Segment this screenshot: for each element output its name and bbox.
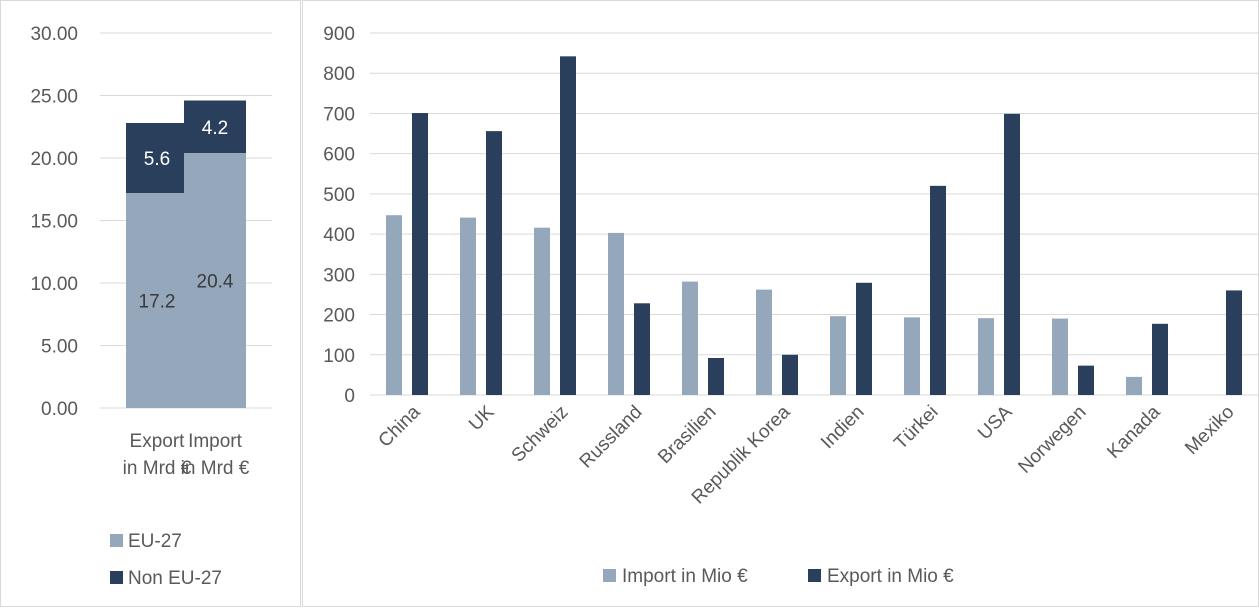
- right-bar: [682, 281, 698, 395]
- left-stacked-bar-segment: [126, 193, 188, 408]
- left-category-label: Export: [130, 431, 186, 452]
- right-bar: [782, 354, 798, 395]
- right-chart-legend: Import in Mio € Export in Mio €: [603, 566, 954, 587]
- right-bar: [708, 357, 724, 395]
- left-y-tick-label: 30.00: [30, 24, 78, 45]
- left-y-tick-label: 25.00: [30, 87, 78, 108]
- right-bar: [930, 185, 946, 395]
- right-bar: [486, 131, 502, 396]
- legend-label: EU-27: [128, 531, 182, 552]
- right-bar: [460, 217, 476, 395]
- right-chart-gridlines: [370, 32, 1258, 396]
- left-bar-data-label: 4.2: [202, 118, 228, 139]
- right-chart-bars: [386, 56, 1242, 396]
- left-category-label: Import: [188, 431, 243, 452]
- right-bar: [634, 303, 650, 395]
- left-chart-legend: EU-27 Non EU-27: [110, 531, 222, 589]
- right-bar: [608, 232, 624, 395]
- right-bar: [1078, 365, 1094, 395]
- right-y-tick-label: 600: [323, 145, 355, 166]
- legend-label: Export in Mio €: [827, 566, 954, 587]
- right-bar: [856, 282, 872, 395]
- left-stacked-bar-segment: [184, 153, 246, 408]
- left-chart-bars: 17.2 5.6 20.4 4.2: [126, 100, 246, 408]
- left-y-tick-label: 0.00: [41, 399, 78, 420]
- right-y-tick-label: 500: [323, 185, 355, 206]
- left-category-label: in Mrd €: [181, 458, 250, 479]
- right-bar: [978, 318, 994, 395]
- right-chart-y-axis: 0 100 200 300 400 500 600 700 800 900: [323, 24, 355, 407]
- left-category-label: in Mrd €: [123, 458, 192, 479]
- left-chart-y-axis: 0.00 5.00 10.00 15.00 20.00 25.00 30.00: [30, 24, 78, 420]
- left-y-tick-label: 20.00: [30, 149, 78, 170]
- right-bar: [412, 113, 428, 395]
- left-y-tick-label: 15.00: [30, 212, 78, 233]
- left-y-tick-label: 5.00: [41, 337, 78, 358]
- right-y-tick-label: 300: [323, 265, 355, 286]
- left-bar-data-label: 5.6: [144, 149, 170, 170]
- right-y-tick-label: 0: [344, 386, 355, 407]
- right-bar: [1152, 323, 1168, 395]
- left-stacked-bar-segment: [184, 100, 246, 153]
- right-bar: [560, 56, 576, 395]
- right-bar: [1052, 318, 1068, 395]
- right-bar: [1004, 113, 1020, 395]
- right-y-tick-label: 200: [323, 306, 355, 327]
- right-y-tick-label: 400: [323, 225, 355, 246]
- left-bar-data-label: 17.2: [139, 292, 176, 313]
- legend-swatch: [110, 534, 123, 547]
- left-stacked-bar-segment: [126, 123, 188, 193]
- right-bar: [386, 215, 402, 395]
- right-y-tick-label: 900: [323, 24, 355, 45]
- left-bar-data-label: 20.4: [197, 272, 234, 293]
- right-bar: [1126, 376, 1142, 395]
- right-bar: [756, 289, 772, 395]
- left-chart-x-axis: Export in Mrd € Import in Mrd €: [123, 431, 250, 479]
- legend-swatch: [110, 571, 123, 584]
- legend-swatch: [603, 569, 616, 582]
- right-bar: [830, 316, 846, 395]
- legend-label: Non EU-27: [128, 568, 222, 589]
- right-y-tick-label: 800: [323, 64, 355, 85]
- legend-swatch: [808, 569, 821, 582]
- legend-label: Import in Mio €: [622, 566, 748, 587]
- left-y-tick-label: 10.00: [30, 274, 78, 295]
- right-bar: [904, 317, 920, 395]
- right-y-tick-label: 100: [323, 346, 355, 367]
- right-bar: [1226, 290, 1242, 395]
- right-bar: [534, 227, 550, 395]
- right-y-tick-label: 700: [323, 104, 355, 125]
- right-panel-frame: [302, 0, 1259, 607]
